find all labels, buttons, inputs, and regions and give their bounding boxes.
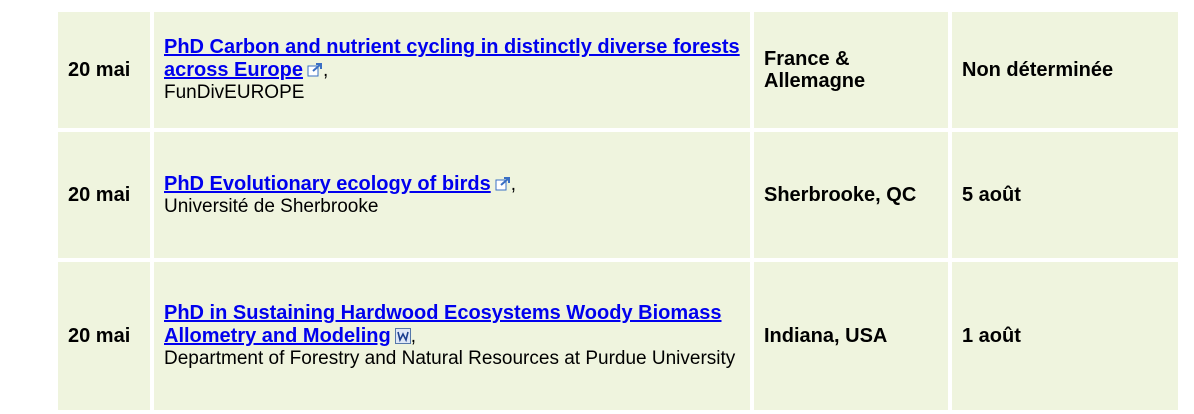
date: 20 mai: [58, 12, 150, 128]
org: Université de Sherbrooke: [164, 195, 379, 217]
row: 20 mai PhD in Sustaining Hardwood Ecosys…: [58, 262, 1178, 410]
external-icon: [495, 176, 510, 190]
external-icon: [307, 63, 322, 77]
punctuation: ,: [322, 60, 329, 81]
deadline: 5 août: [952, 132, 1178, 258]
location: Indiana, USA: [754, 262, 948, 410]
title-cell: PhD Evolutionary ecology of birds, Univer…: [154, 132, 750, 258]
punctuation: ,: [410, 326, 416, 347]
deadline: Non déterminée: [952, 12, 1178, 128]
title-link[interactable]: PhD Carbon and nutrient cycling in disti…: [164, 36, 740, 81]
date: 20 mai: [58, 132, 150, 258]
date: 20 mai: [58, 262, 150, 410]
row: 20 mai PhD Evolutionary ecology of birds…: [58, 132, 1178, 258]
punctuation: ,: [510, 173, 516, 195]
deadline: 1 août: [952, 262, 1178, 410]
location: France & Allemagne: [754, 12, 948, 128]
title-link[interactable]: PhD Evolutionary ecology of birds: [164, 172, 491, 195]
row: 20 mai PhD Carbon and nutrient cycling i…: [58, 12, 1178, 128]
location: Sherbrooke, QC: [754, 132, 948, 258]
org: Department of Forestry and Natural Resou…: [164, 348, 736, 369]
org: FunDivEUROPE: [164, 82, 305, 103]
title-cell: PhD in Sustaining Hardwood Ecosystems Wo…: [154, 262, 750, 410]
title-cell: PhD Carbon and nutrient cycling in disti…: [154, 12, 750, 128]
title-link[interactable]: PhD in Sustaining Hardwood Ecosystems Wo…: [164, 302, 722, 347]
word-icon: [394, 328, 411, 344]
listing-table: 20 mai PhD Carbon and nutrient cycling i…: [54, 8, 1182, 414]
